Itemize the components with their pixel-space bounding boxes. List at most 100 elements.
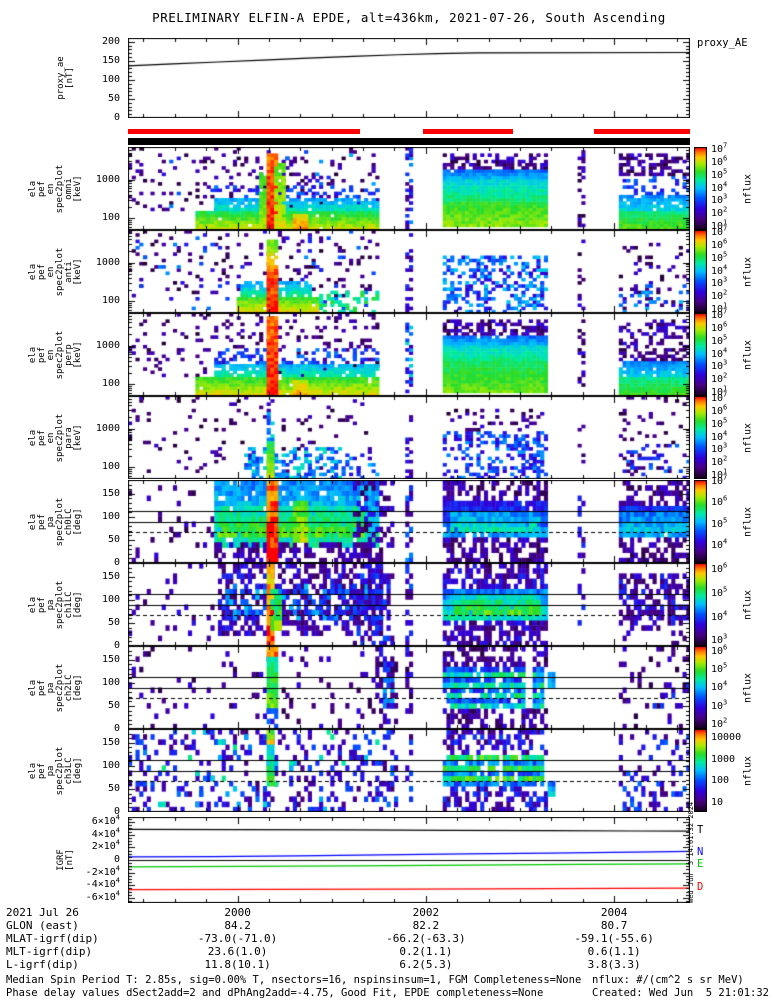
exponent: 7 [723, 307, 728, 316]
science-zone-bar-red-2 [594, 129, 690, 134]
colorbar-tick-omni: 106 [711, 154, 728, 168]
colorbar-tick-omni: 107 [711, 141, 728, 155]
exponent: 7 [723, 390, 728, 399]
colorbar-tick-perp: 104 [711, 346, 728, 360]
spectrogram-anti-canvas [128, 230, 690, 313]
right-label-D: D [697, 881, 704, 894]
ytick-label-igrf: 6×104 [91, 813, 120, 828]
footer-line-1: Median Spin Period T: 2.85s, sig=0.00% T… [6, 974, 582, 986]
table-cell-1-1: -66.2(-63.3) [386, 932, 466, 945]
colorbar-para [694, 396, 707, 479]
colorbar-tick-ch1LC: 103 [711, 632, 728, 647]
colorbar-perp [694, 313, 707, 396]
exponent: 3 [723, 276, 728, 285]
xaxis-date-label: 2021 Jul 26 [6, 906, 79, 919]
spectrogram-ch3LC-canvas [128, 729, 690, 812]
right-label-T: T [697, 824, 704, 837]
colorbar-tick-anti: 107 [711, 224, 728, 238]
colorbar-tick-ch2LC: 105 [711, 661, 728, 675]
exponent: 4 [723, 537, 728, 546]
exponent: 4 [723, 680, 728, 689]
exponent: 7 [723, 224, 728, 233]
colorbar-unit-omni: nflux [742, 173, 754, 204]
exponent: 4 [723, 429, 728, 438]
table-row-header-0: GLON (east) [6, 919, 79, 932]
footer-line-2: Phase delay values dSect2add=2 and dPhAn… [6, 987, 544, 999]
colorbar-tick-perp: 106 [711, 320, 728, 334]
ytick-label-proxy_ae: 200 [101, 35, 120, 47]
colorbar-ch1LC [694, 563, 707, 646]
ytick-label-proxy_ae: 50 [107, 92, 120, 104]
exponent: 4 [723, 346, 728, 355]
footer-created: Created: Wed Jun 5 21:01:32 2024 [592, 987, 770, 999]
colorbar-tick-omni: 105 [711, 167, 728, 181]
science-zone-bar-red-0 [128, 129, 360, 134]
exponent: 4 [723, 263, 728, 272]
ytick-label-igrf: 0 [113, 854, 120, 865]
colorbar-tick-para: 102 [711, 455, 728, 469]
exponent: 4 [115, 876, 120, 885]
exponent: 5 [723, 585, 728, 594]
exponent: 2 [723, 289, 728, 298]
ytick-label-perp: 100 [101, 378, 120, 390]
exponent: 7 [723, 473, 728, 482]
colorbar-omni [694, 147, 707, 230]
collection-bar-black-0 [128, 138, 690, 145]
right-label-N: N [697, 846, 704, 859]
ytick-label-para: 1000 [95, 422, 120, 434]
ytick-label-ch0LC: 50 [107, 533, 120, 545]
ytick-label-ch3LC: 0 [113, 806, 120, 817]
table-cell-3-0: 11.8(10.1) [204, 958, 271, 971]
xaxis-tick-label-2002: 2002 [412, 906, 440, 919]
colorbar-tick-para: 107 [711, 390, 728, 404]
ytick-label-ch1LC: 150 [101, 570, 120, 582]
colorbar-unit-ch2LC: nflux [742, 672, 754, 703]
exponent: 4 [115, 826, 120, 835]
colorbar-tick-ch1LC: 106 [711, 561, 728, 576]
exponent: 7 [723, 141, 728, 150]
spectrogram-ch2LC-canvas [128, 646, 690, 729]
colorbar-tick-para: 103 [711, 442, 728, 456]
colorbar-unit-ch1LC: nflux [742, 589, 754, 620]
xaxis-tick-label-2004: 2004 [600, 906, 628, 919]
exponent: 4 [723, 180, 728, 189]
table-row-header-1: MLAT-igrf(dip) [6, 932, 99, 945]
colorbar-tick-ch3LC: 100 [711, 775, 730, 787]
ylabel-anti: ela pef en spec2plot anti [keV] [28, 247, 83, 296]
exponent: 3 [723, 359, 728, 368]
ytick-label-ch2LC: 150 [101, 653, 120, 665]
exponent: 3 [723, 632, 728, 641]
exponent: 6 [723, 154, 728, 163]
ytick-label-igrf: -6×104 [85, 889, 120, 903]
exponent: 4 [115, 813, 120, 822]
ytick-label-igrf: -4×104 [85, 876, 120, 891]
science-zone-bar-red-1 [423, 129, 513, 134]
xaxis-tick-label-2000: 2000 [224, 906, 251, 919]
colorbar-tick-ch2LC: 102 [711, 716, 728, 731]
spectrogram-perp-canvas [128, 313, 690, 396]
spectrogram-ch0LC-canvas [128, 480, 690, 563]
colorbar-tick-ch0LC: 104 [711, 537, 728, 551]
right-label-proxy_AE: proxy_AE [697, 37, 748, 50]
colorbar-tick-para: 105 [711, 416, 728, 430]
colorbar-tick-ch2LC: 106 [711, 643, 728, 657]
colorbar-tick-ch0LC: 107 [711, 473, 728, 488]
exponent: 5 [723, 333, 728, 342]
colorbar-tick-para: 104 [711, 429, 728, 443]
colorbar-tick-ch1LC: 105 [711, 585, 728, 599]
exponent: 1 [723, 302, 728, 311]
colorbar-tick-ch2LC: 103 [711, 698, 728, 712]
ytick-label-ch1LC: 50 [107, 616, 120, 628]
table-cell-1-2: -59.1(-55.6) [574, 932, 654, 945]
ytick-label-ch3LC: 150 [101, 736, 120, 748]
exponent: 6 [723, 320, 728, 329]
colorbar-anti [694, 230, 707, 313]
table-cell-2-1: 0.2(1.1) [399, 945, 453, 958]
ytick-label-anti: 100 [101, 295, 120, 307]
colorbar-ch0LC [694, 480, 707, 563]
colorbar-unit-anti: nflux [742, 256, 754, 287]
exponent: 1 [723, 468, 728, 477]
table-cell-0-0: 84.2 [224, 919, 251, 932]
ytick-label-ch0LC: 0 [113, 557, 120, 568]
